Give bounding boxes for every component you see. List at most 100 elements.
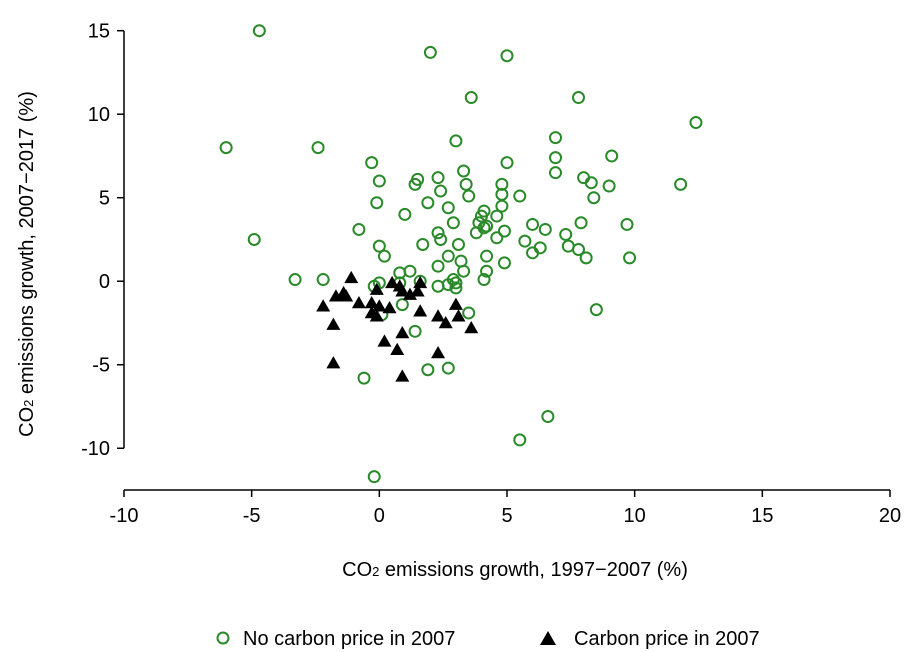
no-carbon-price-point — [464, 91, 478, 105]
no-carbon-price-point — [497, 224, 511, 238]
x-ticks: -10 -5 0 5 10 15 20 — [110, 490, 901, 527]
legend-label-carbon-price: Carbon price in 2007 — [574, 628, 760, 650]
legend-item-carbon-price: Carbon price in 2007 — [540, 628, 760, 650]
carbon-price-point — [410, 284, 425, 297]
no-carbon-price-point — [571, 91, 585, 105]
carbon-price-point — [369, 309, 384, 322]
no-carbon-price-point — [480, 264, 494, 278]
no-carbon-price-point — [441, 201, 455, 215]
legend-hollow-circle-icon — [216, 631, 230, 645]
carbon-price-point — [464, 320, 479, 334]
no-carbon-price-point — [408, 177, 422, 191]
no-carbon-price-point — [252, 24, 266, 38]
x-tick-label: -5 — [243, 505, 261, 527]
no-carbon-price-point — [579, 251, 593, 265]
no-carbon-price-point — [474, 209, 488, 223]
x-tick-label: 5 — [501, 505, 512, 527]
carbon-price-point — [372, 299, 387, 312]
no-carbon-price-point — [434, 184, 448, 198]
x-tick-label: 10 — [624, 505, 646, 527]
no-carbon-price-point — [674, 177, 688, 191]
no-carbon-price-point — [446, 216, 460, 230]
carbon-price-point — [390, 342, 405, 355]
no-carbon-price-point — [605, 149, 619, 163]
x-axis-title: CO2 emissions growth, 1997−2007 (%) — [342, 559, 688, 581]
carbon-price-point — [344, 270, 359, 284]
carbon-price-point — [438, 315, 453, 329]
no-carbon-price-point — [689, 116, 703, 130]
carbon-price-point — [413, 304, 428, 317]
carbon-price-point — [326, 317, 341, 330]
no-carbon-price-point — [602, 179, 616, 193]
no-carbon-price-point — [623, 251, 637, 265]
no-carbon-price-point — [421, 196, 435, 210]
carbon-price-point — [431, 309, 446, 322]
carbon-price-point — [448, 297, 463, 310]
no-carbon-price-point — [571, 242, 585, 256]
no-carbon-price-point — [431, 171, 445, 185]
no-carbon-price-point — [441, 278, 455, 292]
data-points — [219, 24, 703, 484]
no-carbon-price-point — [352, 222, 366, 236]
no-carbon-price-point — [513, 189, 527, 203]
carbon-price-point — [451, 309, 466, 322]
y-axis-title: CO2 emissions growth, 2007−2017 (%) — [16, 91, 38, 437]
no-carbon-price-point — [495, 199, 509, 213]
carbon-price-point — [328, 289, 343, 302]
x-tick-label: 15 — [751, 505, 773, 527]
no-carbon-price-point — [589, 303, 603, 317]
no-carbon-price-point — [462, 189, 476, 203]
no-carbon-price-point — [477, 273, 491, 287]
no-carbon-price-point — [434, 232, 448, 246]
legend-filled-triangle-icon — [540, 631, 556, 645]
no-carbon-price-point — [497, 256, 511, 270]
no-carbon-price-point — [457, 264, 471, 278]
no-carbon-price-point — [441, 361, 455, 375]
x-tick-label: 0 — [374, 505, 385, 527]
no-carbon-price-point — [449, 134, 463, 148]
no-carbon-price-point — [541, 410, 555, 424]
no-carbon-price-point — [480, 219, 494, 233]
no-carbon-price-point — [395, 298, 409, 312]
y-ticks: -10 -5 0 5 10 15 — [81, 21, 124, 460]
no-carbon-price-point — [451, 237, 465, 251]
x-tick-label: -10 — [110, 505, 139, 527]
no-carbon-price-point — [431, 259, 445, 273]
no-carbon-price-point — [408, 324, 422, 338]
carbon-price-point — [351, 295, 366, 309]
no-carbon-price-point — [500, 49, 514, 63]
no-carbon-price-point — [549, 131, 563, 145]
carbon-price-point — [326, 356, 341, 369]
carbon-price-point — [316, 299, 331, 312]
carbon-price-point — [395, 369, 410, 382]
no-carbon-price-point — [526, 246, 540, 260]
no-carbon-price-point — [449, 276, 463, 290]
carbon-price-point — [377, 334, 392, 347]
no-carbon-price-point — [574, 216, 588, 230]
no-carbon-price-point — [370, 196, 384, 210]
y-tick-label: -10 — [81, 438, 110, 460]
no-carbon-price-point — [423, 45, 437, 59]
no-carbon-price-point — [431, 279, 445, 293]
no-carbon-price-point — [311, 141, 325, 155]
no-carbon-price-point — [587, 191, 601, 205]
no-carbon-price-point — [620, 217, 634, 231]
carbon-price-point — [431, 346, 446, 359]
no-carbon-price-point — [500, 156, 514, 170]
no-carbon-price-point — [247, 232, 261, 246]
no-carbon-price-point — [372, 239, 386, 253]
y-tick-label: 10 — [88, 104, 110, 126]
no-carbon-price-point — [513, 433, 527, 447]
no-carbon-price-point — [526, 217, 540, 231]
no-carbon-price-point — [403, 264, 417, 278]
carbon-price-point — [413, 275, 428, 289]
legend-item-no-carbon-price: No carbon price in 2007 — [216, 628, 455, 650]
carbon-price-point — [382, 300, 397, 314]
no-carbon-price-point — [549, 166, 563, 180]
no-carbon-price-point — [549, 151, 563, 165]
no-carbon-price-point — [372, 174, 386, 188]
no-carbon-price-point — [365, 156, 379, 170]
y-tick-label: 15 — [88, 21, 110, 43]
axes — [123, 30, 890, 491]
